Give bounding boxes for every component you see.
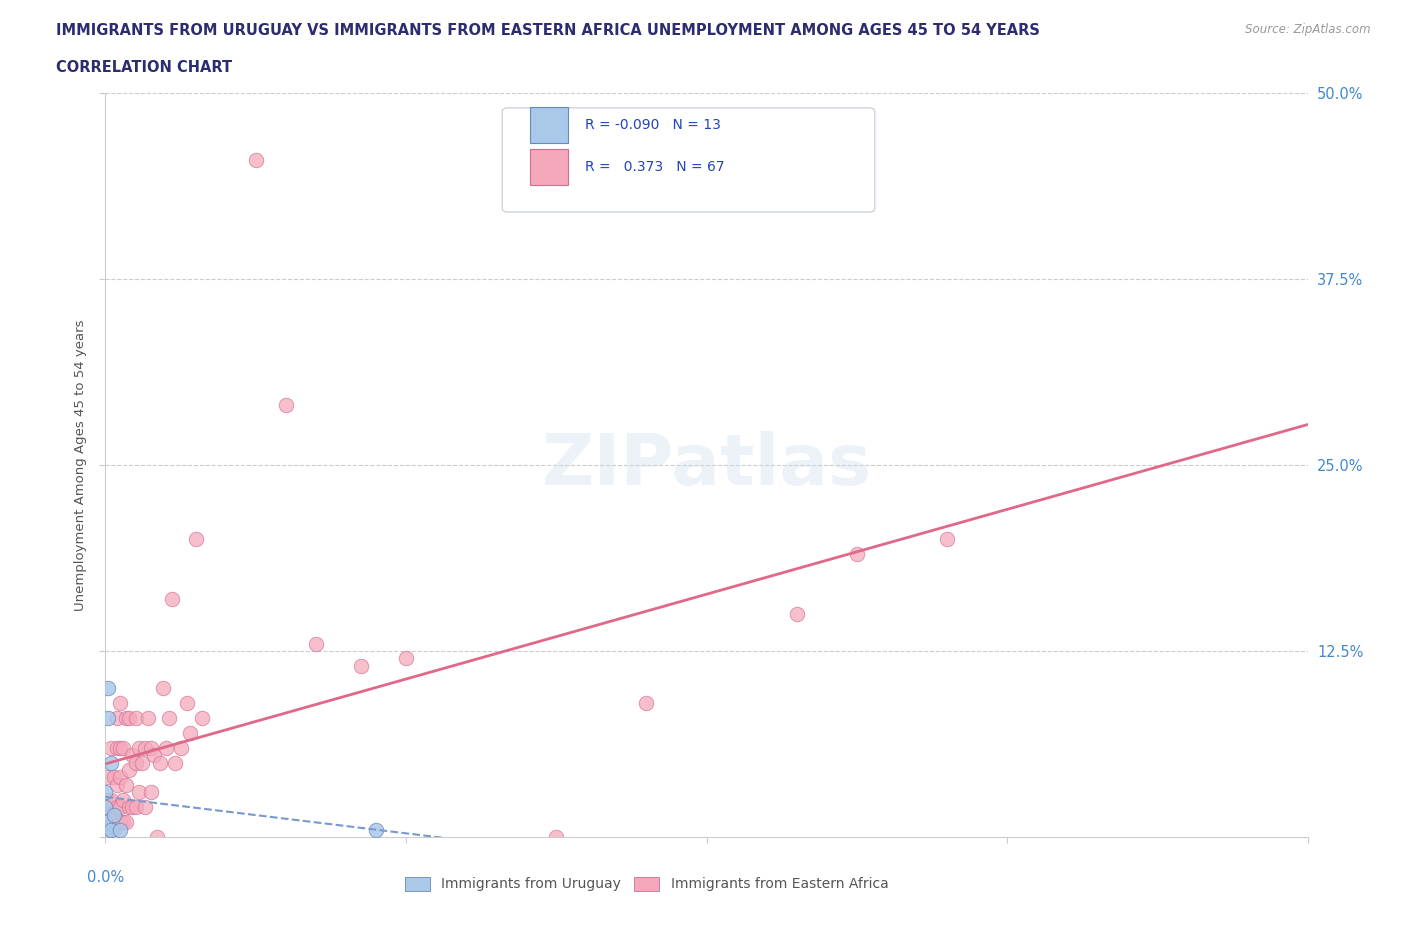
Y-axis label: Unemployment Among Ages 45 to 54 years: Unemployment Among Ages 45 to 54 years	[73, 319, 87, 611]
Point	[395, 651, 418, 666]
Point	[134, 740, 156, 755]
Point	[107, 800, 129, 815]
Point	[148, 755, 170, 770]
Point	[121, 748, 143, 763]
Point	[107, 740, 129, 755]
Point	[94, 800, 117, 815]
Point	[118, 800, 141, 815]
Point	[142, 748, 165, 763]
Point	[136, 711, 159, 725]
Text: R =   0.373   N = 67: R = 0.373 N = 67	[585, 160, 724, 174]
Point	[97, 792, 120, 807]
Point	[103, 807, 125, 822]
Point	[124, 755, 146, 770]
Point	[157, 711, 180, 725]
Text: Source: ZipAtlas.com: Source: ZipAtlas.com	[1246, 23, 1371, 36]
Bar	[530, 149, 568, 184]
Point	[139, 785, 162, 800]
Point	[100, 822, 122, 837]
Point	[145, 830, 167, 844]
Point	[97, 770, 120, 785]
Point	[115, 711, 138, 725]
Point	[97, 681, 120, 696]
Point	[110, 696, 132, 711]
Legend: Immigrants from Uruguay, Immigrants from Eastern Africa: Immigrants from Uruguay, Immigrants from…	[399, 871, 894, 897]
Point	[163, 755, 186, 770]
Point	[305, 636, 328, 651]
Text: CORRELATION CHART: CORRELATION CHART	[56, 60, 232, 75]
Point	[176, 696, 198, 711]
Point	[112, 792, 135, 807]
FancyBboxPatch shape	[502, 108, 875, 212]
Point	[100, 792, 122, 807]
Point	[636, 696, 658, 711]
Point	[155, 740, 177, 755]
Text: 0.0%: 0.0%	[87, 870, 124, 885]
Point	[274, 398, 297, 413]
Point	[97, 711, 120, 725]
Point	[936, 532, 959, 547]
Point	[110, 822, 132, 837]
Point	[94, 822, 117, 837]
Point	[112, 740, 135, 755]
Point	[845, 547, 868, 562]
Point	[110, 770, 132, 785]
Point	[94, 785, 117, 800]
Point	[94, 815, 117, 830]
Point	[190, 711, 212, 725]
Point	[94, 830, 117, 844]
Point	[245, 153, 267, 167]
Point	[110, 800, 132, 815]
Point	[115, 815, 138, 830]
Point	[100, 822, 122, 837]
Point	[169, 740, 191, 755]
Point	[110, 815, 132, 830]
Point	[128, 785, 150, 800]
Point	[364, 822, 387, 837]
Bar	[530, 107, 568, 143]
Point	[118, 711, 141, 725]
Point	[94, 815, 117, 830]
Point	[124, 800, 146, 815]
Point	[131, 755, 153, 770]
Point	[546, 830, 568, 844]
Point	[786, 606, 808, 621]
Point	[100, 755, 122, 770]
Point	[112, 815, 135, 830]
Point	[107, 711, 129, 725]
Point	[179, 725, 201, 740]
Point	[139, 740, 162, 755]
Point	[94, 830, 117, 844]
Point	[97, 807, 120, 822]
Point	[100, 740, 122, 755]
Point	[103, 822, 125, 837]
Point	[107, 777, 129, 792]
Point	[160, 591, 183, 606]
Point	[184, 532, 207, 547]
Point	[103, 770, 125, 785]
Text: ZIPatlas: ZIPatlas	[541, 431, 872, 499]
Point	[115, 777, 138, 792]
Point	[118, 763, 141, 777]
Text: R = -0.090   N = 13: R = -0.090 N = 13	[585, 118, 721, 132]
Point	[94, 822, 117, 837]
Point	[128, 740, 150, 755]
Point	[152, 681, 174, 696]
Point	[97, 830, 120, 844]
Point	[121, 800, 143, 815]
Point	[134, 800, 156, 815]
Point	[103, 807, 125, 822]
Point	[110, 740, 132, 755]
Point	[124, 711, 146, 725]
Point	[350, 658, 373, 673]
Text: IMMIGRANTS FROM URUGUAY VS IMMIGRANTS FROM EASTERN AFRICA UNEMPLOYMENT AMONG AGE: IMMIGRANTS FROM URUGUAY VS IMMIGRANTS FR…	[56, 23, 1040, 38]
Point	[100, 807, 122, 822]
